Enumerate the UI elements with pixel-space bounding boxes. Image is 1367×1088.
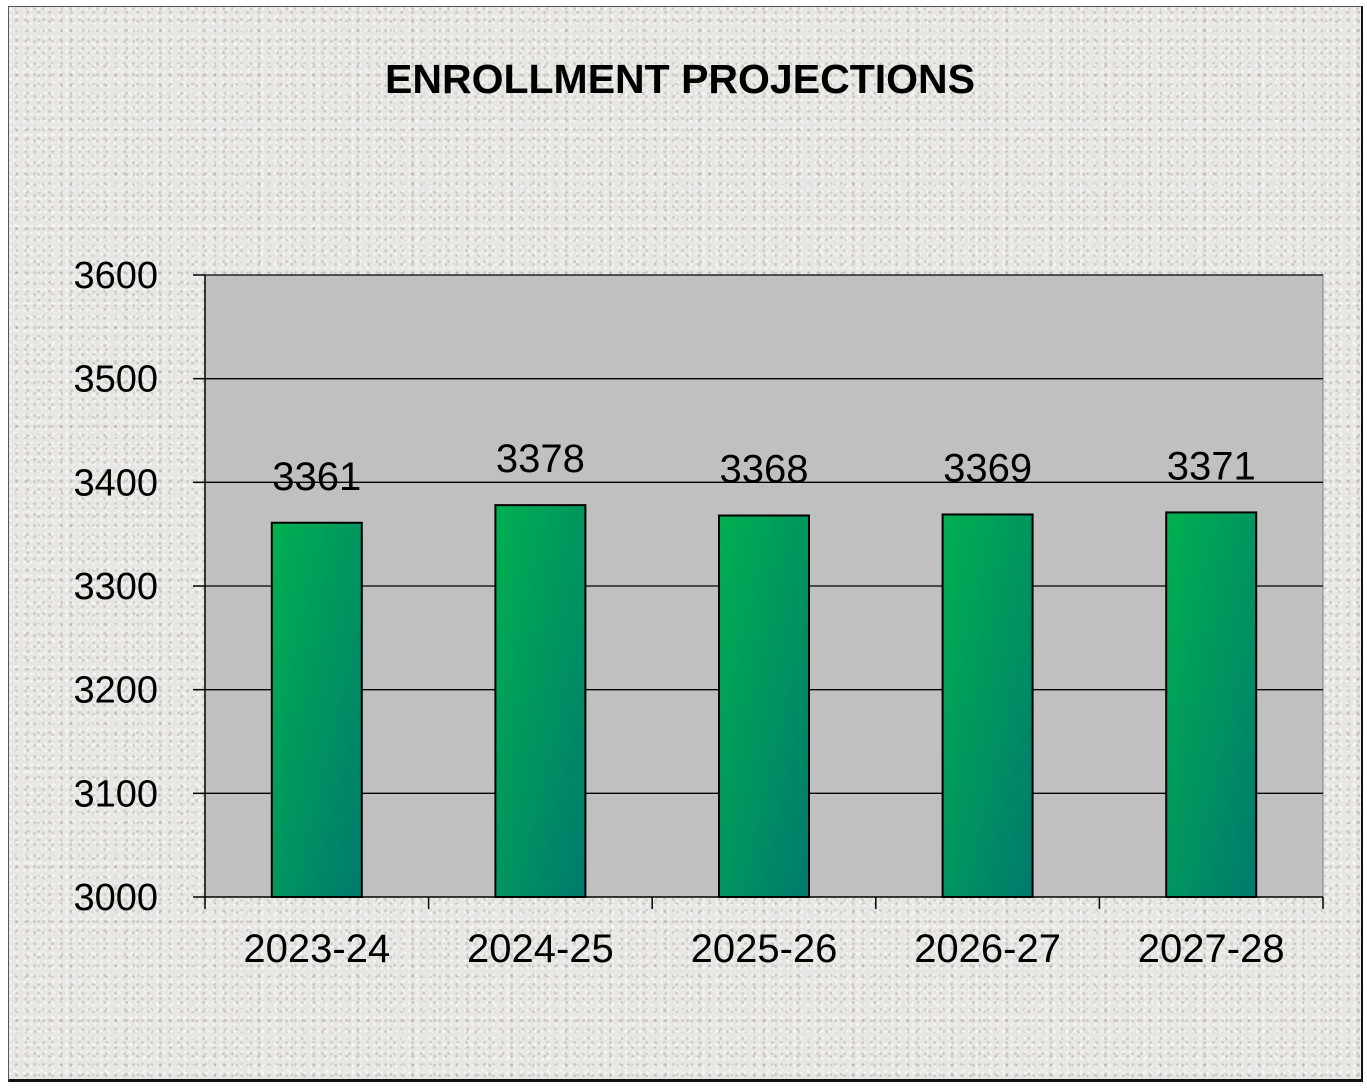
x-tick-label: 2023-24 <box>243 927 390 971</box>
data-label: 3378 <box>496 437 585 481</box>
data-label: 3361 <box>272 455 361 499</box>
data-label: 3369 <box>943 446 1032 490</box>
y-tick-label: 3100 <box>73 773 158 815</box>
x-tick-label: 2027-28 <box>1138 927 1285 971</box>
y-tick-label: 3600 <box>73 255 158 297</box>
x-tick-labels: 2023-24 2024-25 2025-26 2026-27 2027-28 <box>243 927 1284 971</box>
bar <box>495 505 585 897</box>
y-tick-label: 3000 <box>73 877 158 919</box>
y-tick-labels: 3000 3100 3200 3300 3400 3500 3600 <box>73 255 158 919</box>
y-tick-label: 3300 <box>73 566 158 608</box>
bar <box>272 523 362 897</box>
data-label: 3368 <box>720 448 809 492</box>
bar <box>943 514 1033 897</box>
y-tick-label: 3200 <box>73 670 158 712</box>
x-tick-label: 2024-25 <box>467 927 614 971</box>
bar <box>1166 512 1256 897</box>
x-tick-label: 2025-26 <box>691 927 838 971</box>
bar <box>719 516 809 897</box>
chart-title: ENROLLMENT PROJECTIONS <box>385 56 975 102</box>
y-tick-label: 3500 <box>73 359 158 401</box>
data-label: 3371 <box>1167 444 1256 488</box>
y-tick-label: 3400 <box>73 462 158 504</box>
x-tick-label: 2026-27 <box>914 927 1061 971</box>
